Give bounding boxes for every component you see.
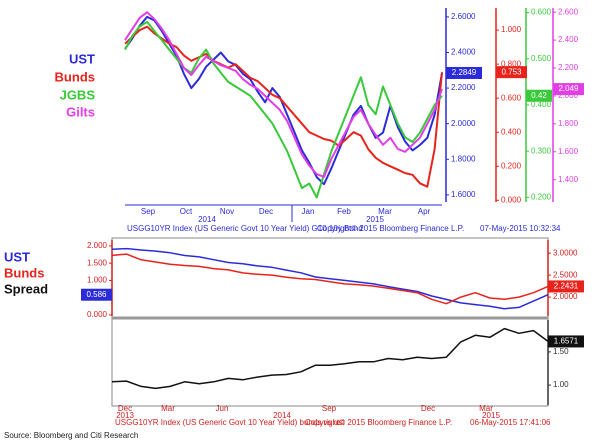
x-year-label: 2015: [482, 411, 500, 420]
y-tick-label: 2.0000: [451, 119, 476, 128]
value-tag: [553, 83, 584, 96]
y-tick-label: 0.400: [501, 127, 522, 136]
source-note: Source: Bloomberg and Citi Research: [4, 431, 138, 440]
x-tick-label: Mar: [479, 404, 493, 413]
y-tick-label: 2.000: [558, 91, 579, 100]
y-tick-label: 0.300: [531, 146, 552, 155]
y-tick-label: 0.800: [501, 59, 522, 68]
value-tag-label: 2.2849: [452, 68, 477, 77]
x-tick-label: Mar: [378, 207, 392, 216]
y-tick-label: 0.500: [531, 54, 552, 63]
x-year-label: 2014: [273, 411, 291, 420]
value-tag: [446, 66, 482, 79]
y-tick-label: 3.0000: [553, 248, 578, 257]
y-tick-label: 1.8000: [451, 154, 476, 163]
legend-label: UST: [69, 51, 95, 66]
x-tick-label: Jun: [216, 404, 229, 413]
footer-text: Copyright© 2015 Bloomberg Finance L.P.: [317, 224, 464, 233]
y-tick-label: 0.400: [531, 100, 552, 109]
x-tick-label: Apr: [418, 207, 431, 216]
y-tick-label: 0.600: [501, 93, 522, 102]
series-line: [124, 11, 443, 178]
series-line: [124, 25, 443, 188]
x-tick-label: Dec: [421, 404, 435, 413]
y-tick-label: 2.4000: [451, 48, 476, 57]
value-tag: [81, 288, 112, 301]
legend-label: JGBS: [60, 87, 96, 102]
y-tick-label: 2.5000: [553, 270, 578, 279]
x-year-label: 2013: [116, 411, 134, 420]
series-line: [124, 20, 443, 199]
y-tick-label: 2.6000: [451, 12, 476, 21]
x-year-label: 2014: [198, 215, 216, 224]
y-tick-label: 2.600: [558, 7, 579, 16]
x-tick-label: Feb: [337, 207, 351, 216]
y-tick-label: 1.500: [87, 258, 108, 267]
x-tick-label: Mar: [161, 404, 175, 413]
value-tag-label: 0.42: [531, 91, 547, 100]
x-year-label: 2015: [366, 215, 384, 224]
y-tick-label: 1.800: [558, 119, 579, 128]
legend-label: Bunds: [4, 265, 44, 280]
legend-label: Spread: [4, 281, 48, 296]
y-tick-label: 1.50: [553, 347, 569, 356]
value-tag: [526, 89, 552, 102]
value-tag: [496, 66, 527, 79]
footer-text: 07-May-2015 10:32:34: [480, 224, 561, 233]
y-tick-label: 1.000: [501, 25, 522, 34]
legend-label: Bunds: [55, 69, 95, 84]
footer-text: Copyright© 2015 Bloomberg Finance L.P.: [305, 418, 452, 427]
value-tag-label: 0.586: [86, 290, 107, 299]
y-tick-label: 1.6000: [451, 190, 476, 199]
footer-text: USGG10YR Index (US Generic Govt 10 Year …: [115, 418, 345, 427]
value-tag-label: 0.753: [501, 67, 522, 76]
y-tick-label: 1.000: [87, 276, 108, 285]
y-tick-label: 2.400: [558, 35, 579, 44]
x-tick-label: Nov: [220, 207, 234, 216]
footer-text: 06-May-2015 17:41:06: [470, 418, 551, 427]
x-tick-label: Dec: [118, 404, 132, 413]
x-tick-label: Jan: [302, 207, 315, 216]
y-tick-label: 1.00: [553, 380, 569, 389]
y-tick-label: 0.200: [501, 161, 522, 170]
series-line: [111, 327, 549, 390]
y-tick-label: 0.000: [87, 310, 108, 319]
y-tick-label: 1.400: [558, 175, 579, 184]
y-tick-label: 2.2000: [451, 83, 476, 92]
legend-label: Gilts: [66, 104, 95, 119]
series-line: [111, 247, 549, 310]
value-tag-label: 1.6571: [554, 337, 579, 346]
y-tick-label: 2.000: [87, 241, 108, 250]
x-tick-label: Oct: [180, 207, 193, 216]
x-tick-label: Dec: [259, 207, 273, 216]
y-tick-label: 0.200: [531, 192, 552, 201]
y-tick-label: 0.000: [501, 195, 522, 204]
value-tag-label: 2.2431: [554, 282, 579, 291]
y-tick-label: 2.200: [558, 63, 579, 72]
y-tick-label: 1.600: [558, 147, 579, 156]
value-tag: [548, 335, 584, 348]
y-tick-label: 2.0000: [553, 292, 578, 301]
footer-text: USGG10YR Index (US Generic Govt 10 Year …: [127, 224, 363, 233]
legend-label: UST: [4, 249, 30, 264]
series-line: [111, 253, 549, 305]
x-tick-label: Sep: [322, 404, 337, 413]
value-tag-label: 2.049: [558, 84, 579, 93]
value-tag: [548, 280, 584, 293]
x-tick-label: Sep: [141, 207, 156, 216]
y-tick-label: 0.600: [531, 8, 552, 17]
